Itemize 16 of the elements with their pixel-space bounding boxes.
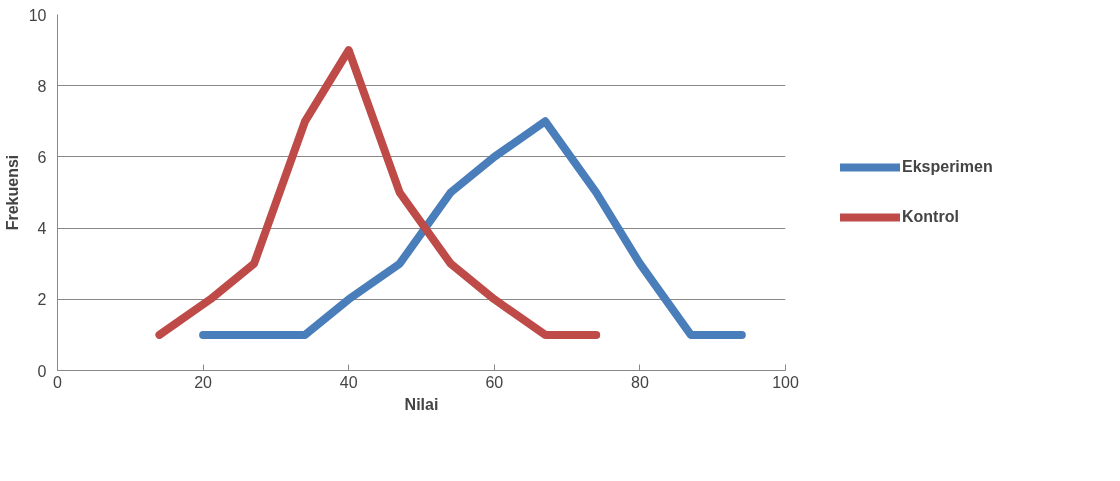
legend-label: Eksperimen: [902, 158, 993, 176]
y-tick-label: 8: [37, 77, 47, 95]
x-tick-label: 0: [53, 373, 63, 391]
y-tick-label: 4: [37, 220, 47, 238]
y-tick-label: 10: [28, 6, 47, 24]
legend-label: Kontrol: [902, 208, 959, 226]
x-tick-label: 40: [339, 373, 358, 391]
y-axis-title: Frekuensi: [3, 154, 21, 231]
x-tick-label: 20: [194, 373, 213, 391]
y-tick-label: 6: [37, 148, 47, 166]
x-tick-label: 60: [485, 373, 504, 391]
x-axis-title: Nilai: [404, 395, 439, 413]
y-tick-label: 2: [37, 291, 47, 309]
x-tick-label: 100: [772, 373, 799, 391]
x-tick-label: 80: [631, 373, 649, 391]
y-tick-label: 0: [37, 362, 47, 380]
